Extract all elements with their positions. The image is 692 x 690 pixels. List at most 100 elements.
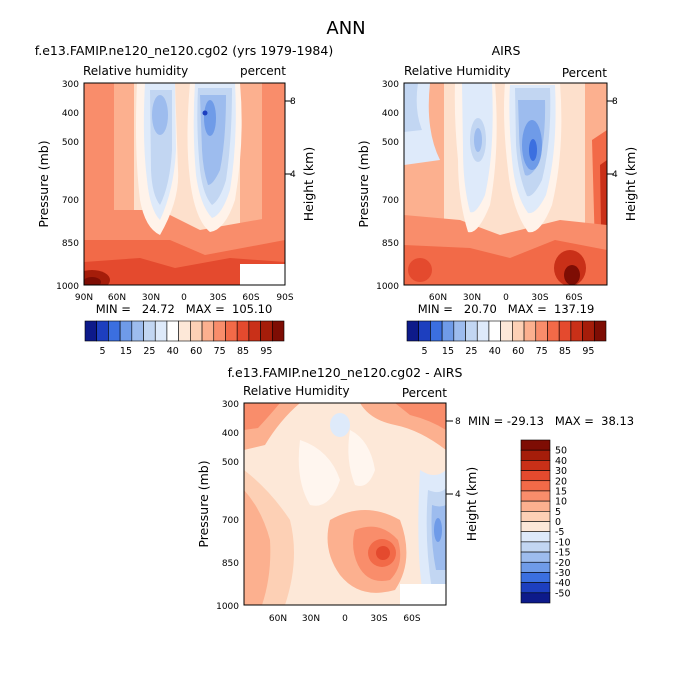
colorbar-swatch xyxy=(441,320,455,342)
y-tick-label: 1000 xyxy=(216,602,239,612)
colorbar-label: 15 xyxy=(120,346,132,357)
y2-axis-title: Height (km) xyxy=(623,147,638,221)
colorbar-label: 60 xyxy=(190,346,202,357)
x-tick-label: 60N xyxy=(108,293,126,303)
x-tick-label: 0 xyxy=(181,293,187,303)
contour-field xyxy=(244,403,446,605)
colorbar-swatch xyxy=(520,480,551,492)
x-tick-label: 60S xyxy=(242,293,259,303)
y-axis-title: Pressure (mb) xyxy=(196,460,211,547)
colorbar-label: 95 xyxy=(582,346,594,357)
colorbar-swatch xyxy=(84,320,98,342)
y-tick-label: 700 xyxy=(222,516,239,526)
y-tick-label: 300 xyxy=(222,400,239,410)
colorbar-label: 5 xyxy=(100,346,106,357)
colorbar-label: 85 xyxy=(559,346,571,357)
x-axis: 60N 30N 0 30S 60S xyxy=(429,293,583,303)
y-tick-label: 300 xyxy=(62,80,79,90)
x-tick-label: 0 xyxy=(342,614,348,624)
x-axis: 90N 60N 30N 0 30S 60S 90S xyxy=(75,293,294,303)
colorbar-swatch xyxy=(535,320,548,342)
colorbar-swatch xyxy=(523,320,537,342)
colorbar-label: -50 xyxy=(555,588,571,599)
y-tick-label: 300 xyxy=(382,80,399,90)
colorbar-swatch xyxy=(166,320,179,342)
colorbar-swatch xyxy=(260,320,273,342)
panel-right-label: Percent xyxy=(402,386,447,400)
x-tick-label: 90N xyxy=(75,293,93,303)
colorbar-swatch xyxy=(520,511,551,522)
panel-title: f.e13.FAMIP.ne120_ne120.cg02 (yrs 1979-1… xyxy=(35,43,333,58)
colorbar-label: 50 xyxy=(555,446,567,457)
colorbar-swatch xyxy=(520,561,551,573)
contour-field xyxy=(84,83,285,285)
colorbar-swatch xyxy=(453,320,466,342)
x-tick-label: 30N xyxy=(463,293,481,303)
colorbar-swatch xyxy=(593,320,607,342)
colorbar-swatch xyxy=(418,320,431,342)
colorbar-swatch xyxy=(520,470,551,482)
colorbar-label: -30 xyxy=(555,568,571,579)
colorbar-swatch xyxy=(178,320,191,342)
x-tick-label: 30S xyxy=(531,293,548,303)
y-axis-title: Pressure (mb) xyxy=(36,140,51,227)
colorbar-swatch xyxy=(271,320,285,342)
x-tick-label: 30S xyxy=(209,293,226,303)
colorbar-swatch xyxy=(520,582,551,594)
colorbar-swatch xyxy=(520,551,551,563)
colorbar-label: 15 xyxy=(555,486,567,497)
colorbar: 5 15 25 40 60 75 85 95 xyxy=(84,320,285,357)
colorbar-swatch xyxy=(500,320,513,342)
colorbar-swatch xyxy=(520,500,551,512)
colorbar-swatch xyxy=(476,320,490,342)
colorbar-label: 10 xyxy=(555,497,567,508)
colorbar-swatch xyxy=(213,320,226,342)
x-tick-label: 60S xyxy=(565,293,582,303)
y-axis: 300 400 500 700 850 1000 xyxy=(216,400,239,612)
colorbar-label: 25 xyxy=(465,346,477,357)
colorbar-swatch xyxy=(558,320,572,342)
panel-model: f.e13.FAMIP.ne120_ne120.cg02 (yrs 1979-1… xyxy=(35,43,333,357)
colorbar-swatch xyxy=(520,460,551,471)
y-tick-label: 700 xyxy=(382,196,399,206)
panel-airs: AIRS Relative Humidity Percent xyxy=(356,43,638,357)
y2-axis: 8 4 xyxy=(446,417,461,500)
y-tick-label: 400 xyxy=(382,109,399,119)
colorbar-swatch xyxy=(96,320,109,342)
colorbar-label: -15 xyxy=(555,548,571,559)
colorbar-swatch xyxy=(430,320,443,342)
colorbar-label: -5 xyxy=(555,527,564,538)
colorbar-label: 75 xyxy=(214,346,226,357)
colorbar-label: 0 xyxy=(555,517,561,528)
colorbar-swatch xyxy=(582,320,595,342)
colorbar-swatch xyxy=(512,320,525,342)
colorbar-swatch xyxy=(465,320,478,342)
panel-left-label: Relative Humidity xyxy=(404,64,511,78)
colorbar-label: -20 xyxy=(555,558,571,569)
colorbar-swatch xyxy=(108,320,121,342)
colorbar-label: 75 xyxy=(536,346,548,357)
colorbar-label: -40 xyxy=(555,578,571,589)
panel-left-label: Relative Humidity xyxy=(243,384,350,398)
colorbar-label: 25 xyxy=(143,346,155,357)
y2-axis: 8 4 xyxy=(285,97,296,180)
colorbar-swatch xyxy=(520,531,551,543)
x-tick-label: 60S xyxy=(403,614,420,624)
colorbar-label: 30 xyxy=(555,466,567,477)
stats-label: MIN = 24.72 MAX = 105.10 xyxy=(96,302,273,316)
y2-tick-label: 8 xyxy=(455,417,461,427)
y2-tick-label: 4 xyxy=(612,170,618,180)
figure-title: ANN xyxy=(326,18,365,39)
colorbar-swatch xyxy=(154,320,168,342)
x-tick-label: 30S xyxy=(370,614,387,624)
panel-right-label: percent xyxy=(240,64,286,78)
y2-tick-label: 8 xyxy=(612,97,618,107)
x-tick-label: 30N xyxy=(302,614,320,624)
y2-tick-label: 4 xyxy=(455,490,461,500)
y-tick-label: 500 xyxy=(382,138,399,148)
colorbar-swatch xyxy=(520,521,551,532)
panel-diff: f.e13.FAMIP.ne120_ne120.cg02 - AIRS Rela… xyxy=(196,365,634,624)
colorbar-label: 15 xyxy=(442,346,454,357)
x-tick-label: 0 xyxy=(503,293,509,303)
